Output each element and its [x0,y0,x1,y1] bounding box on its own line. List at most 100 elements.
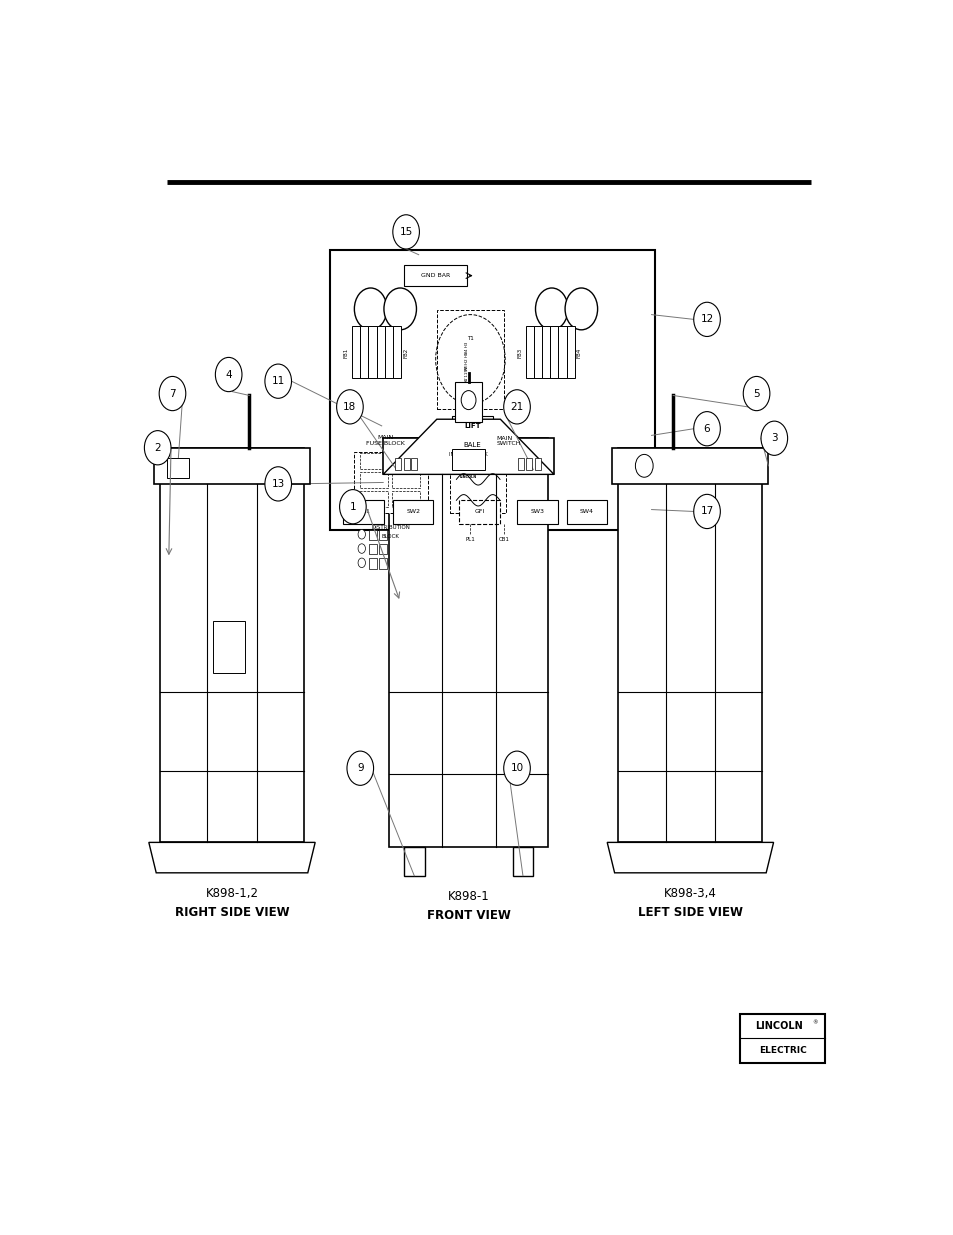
Text: GFI: GFI [474,510,484,515]
Text: 12: 12 [700,315,713,325]
Text: FB3: FB3 [517,347,521,358]
Text: H2 H1: H2 H1 [464,351,468,363]
Bar [392,453,419,468]
Circle shape [265,364,292,399]
Bar [343,500,383,524]
Circle shape [460,390,476,410]
Text: 21: 21 [510,401,523,411]
Circle shape [215,357,242,391]
Bar [395,458,400,469]
Circle shape [760,421,787,456]
Bar [525,326,534,378]
Bar [153,448,310,484]
Text: H4 H3: H4 H3 [464,342,468,354]
Bar [455,382,481,422]
Bar [525,458,531,469]
Bar [534,326,541,378]
Bar [612,448,767,484]
Bar [378,543,387,555]
Text: CB1: CB1 [497,537,509,542]
Bar [566,326,574,378]
Text: ELECTRIC: ELECTRIC [759,1046,806,1055]
Polygon shape [383,419,554,474]
Bar [359,492,387,506]
Bar [392,473,419,488]
Bar [518,458,524,469]
Text: BALE: BALE [463,442,480,448]
Text: SW3: SW3 [530,510,544,515]
Text: INVERTER RACK: INVERTER RACK [449,452,487,457]
Text: 7: 7 [169,389,175,399]
Bar [393,500,433,524]
Text: PL1: PL1 [465,537,475,542]
Circle shape [393,215,419,249]
Bar [452,448,484,469]
Text: LIFT: LIFT [463,422,480,429]
Bar [393,326,400,378]
Circle shape [159,377,186,411]
Polygon shape [606,842,773,873]
Bar [330,249,655,531]
Bar [369,558,376,568]
Text: FRONT VIEW: FRONT VIEW [426,909,510,923]
Text: 2: 2 [154,443,161,453]
Circle shape [503,390,530,424]
Text: MAIN
FUSE BLOCK: MAIN FUSE BLOCK [366,435,404,446]
Bar [403,458,410,469]
Circle shape [347,751,374,785]
Bar [452,436,492,454]
Text: 13: 13 [272,479,285,489]
Bar [436,310,503,409]
Text: GND BAR: GND BAR [420,273,450,278]
Bar [354,452,427,514]
Bar [167,458,189,478]
Bar [369,543,376,555]
Text: K898-3,4: K898-3,4 [663,887,716,900]
Text: 10: 10 [510,763,523,773]
Circle shape [354,288,387,330]
Bar [392,492,419,506]
Circle shape [357,558,365,568]
Text: LINCOLN: LINCOLN [459,475,476,479]
Text: ®: ® [812,1020,817,1025]
Text: FB1: FB1 [343,347,348,358]
Bar [535,458,540,469]
Text: SW1: SW1 [356,510,370,515]
Text: PRI: PRI [464,363,468,370]
Circle shape [693,411,720,446]
Text: RIGHT SIDE VIEW: RIGHT SIDE VIEW [174,906,289,919]
Circle shape [383,288,416,330]
Circle shape [144,431,171,464]
Text: BLOCK: BLOCK [381,535,399,540]
Bar [359,453,387,468]
Bar [740,1014,824,1063]
Text: 9: 9 [356,763,363,773]
Bar [618,448,761,842]
Circle shape [436,315,505,404]
Text: 1: 1 [349,501,355,511]
Circle shape [336,390,363,424]
Text: SW4: SW4 [579,510,594,515]
Circle shape [357,530,365,538]
Bar [550,326,558,378]
Bar [213,621,245,673]
Text: 11: 11 [272,377,285,387]
Bar [376,326,384,378]
Circle shape [742,377,769,411]
Text: 3X 460V: 3X 460V [464,387,468,404]
Text: 18: 18 [343,401,356,411]
Bar [517,500,558,524]
Text: FB4: FB4 [577,347,581,358]
Text: LINCOLN: LINCOLN [754,1021,801,1031]
Bar [403,266,466,287]
Text: 3: 3 [770,433,777,443]
Circle shape [635,454,653,477]
Bar [383,438,554,474]
Polygon shape [149,842,314,873]
Circle shape [564,288,597,330]
Bar [389,438,547,847]
Bar [160,448,304,842]
Text: FB2: FB2 [403,347,408,358]
Text: K898-1: K898-1 [447,890,489,903]
Bar [368,326,376,378]
